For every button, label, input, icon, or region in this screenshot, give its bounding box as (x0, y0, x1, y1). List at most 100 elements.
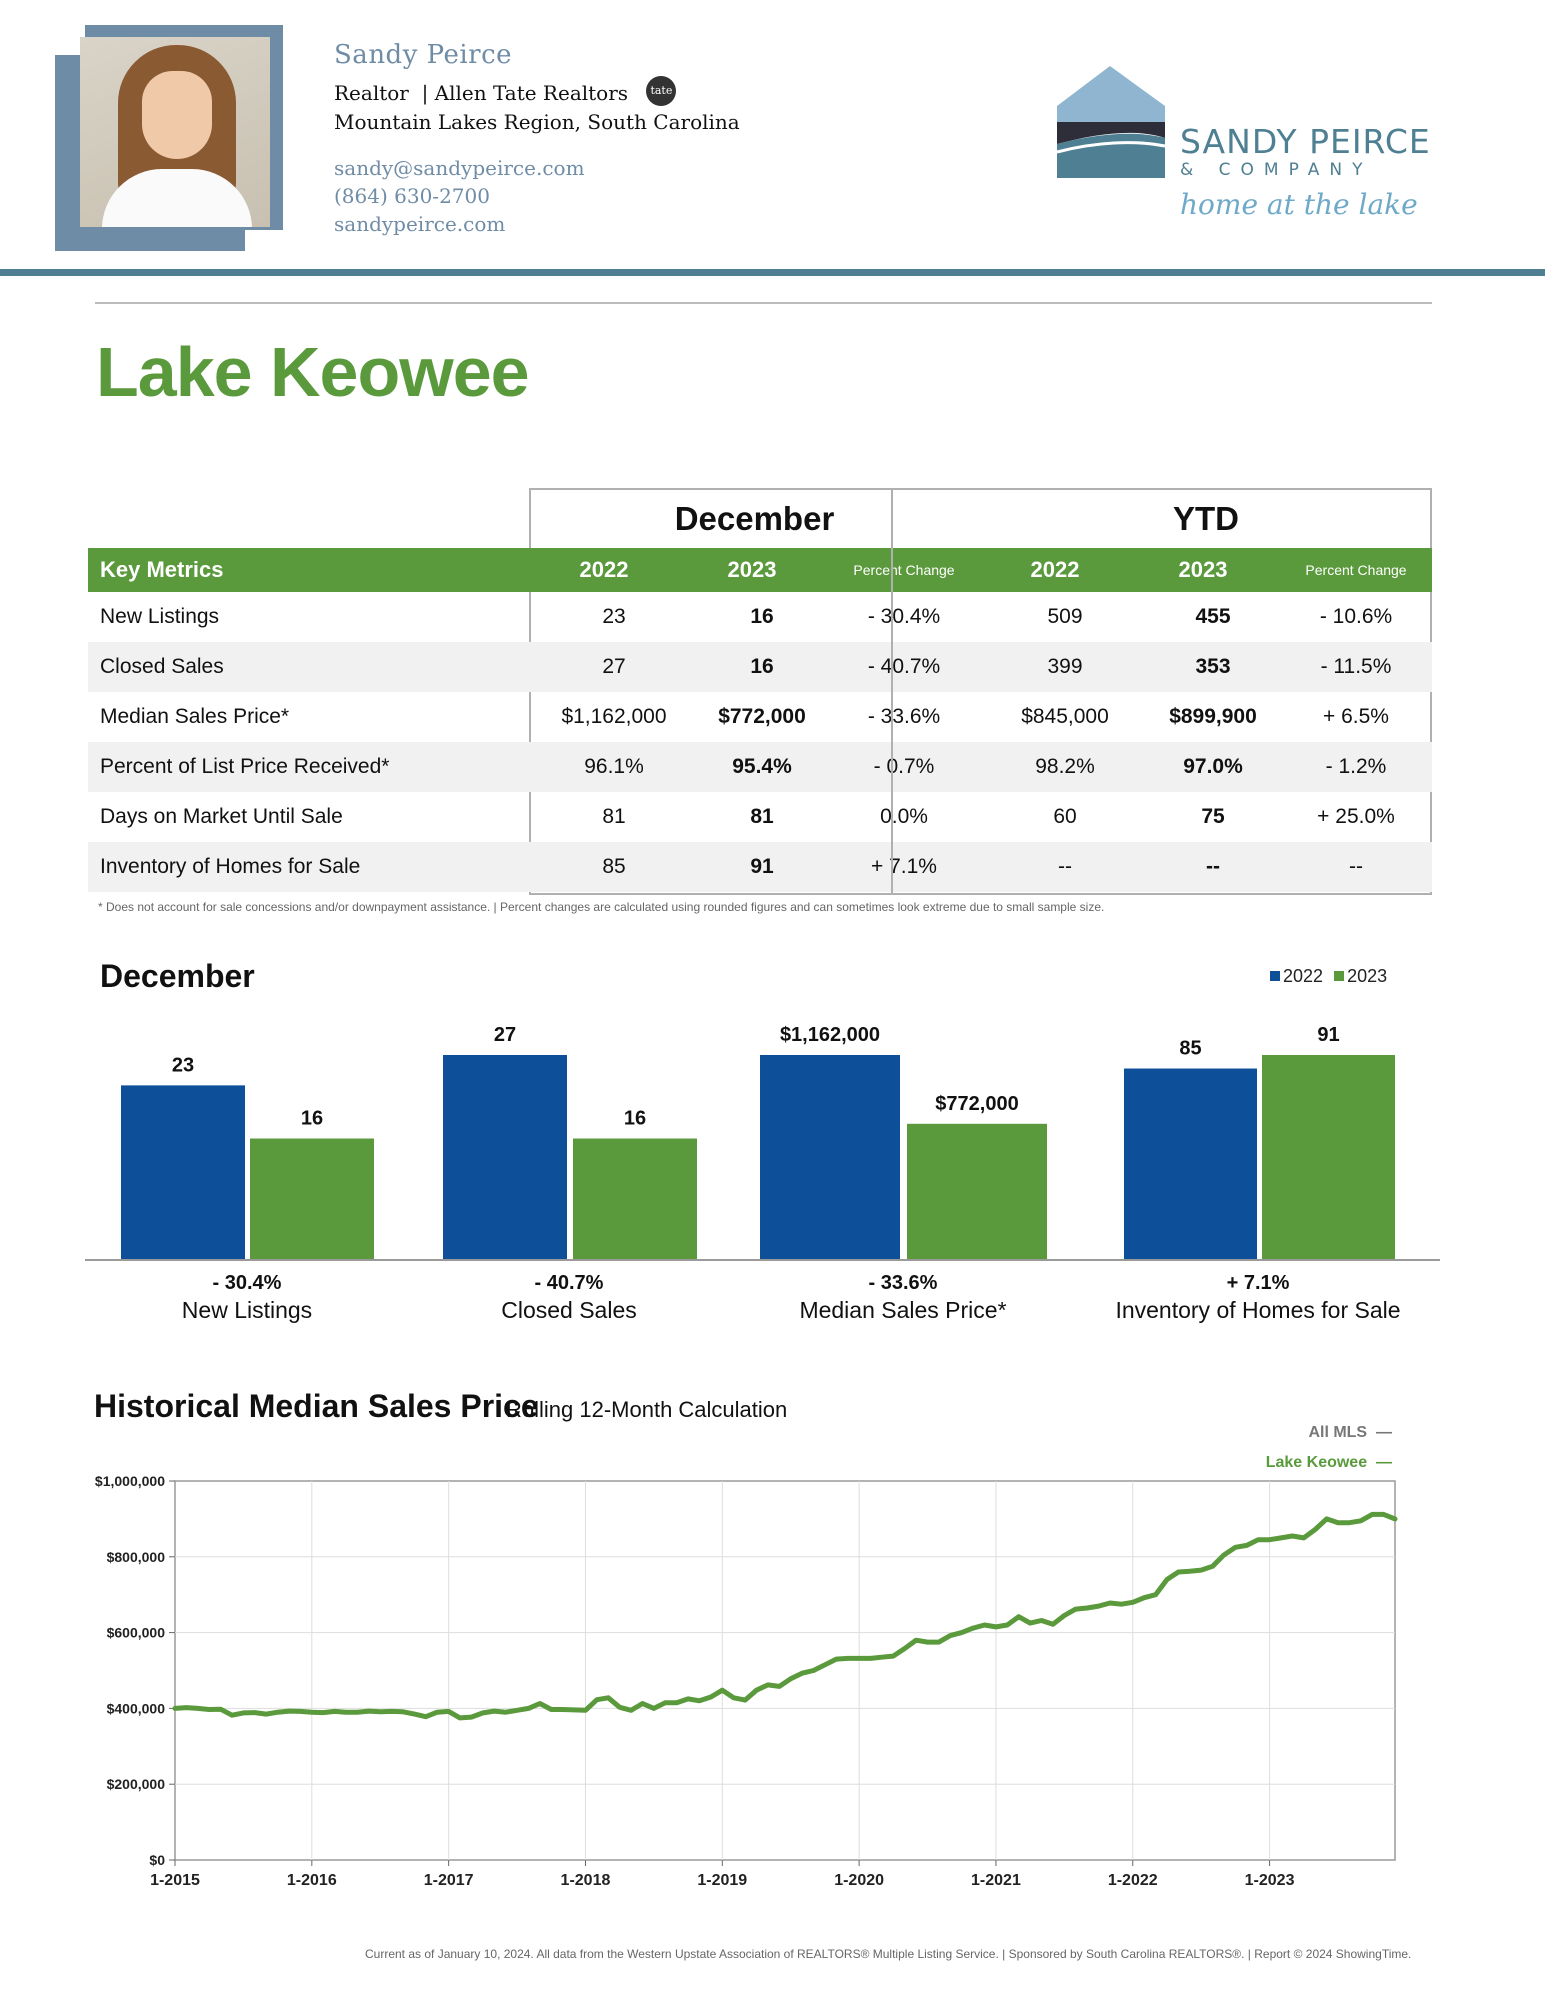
december-bar-chart: 23 16 27 16 $1,162,000 $772,000 85 91 (85, 1024, 1440, 1261)
metric-label: New Listings (100, 605, 220, 628)
month-pct-heading: Percent Change (853, 562, 955, 578)
historical-chart-title: Historical Median Sales Price (94, 1388, 539, 1424)
legend-label-2023: 2023 (1347, 966, 1388, 986)
bar-group-name: Closed Sales (501, 1297, 637, 1323)
cell: -- (1349, 855, 1363, 878)
table-header-row: Key Metrics 2022 2023 Percent Change 202… (88, 548, 1432, 592)
bar-group-change: + 7.1% (1226, 1272, 1290, 1294)
line-chart-frame (174, 1480, 1396, 1861)
metric-label: Closed Sales (100, 655, 224, 678)
cell: 81 (602, 805, 626, 828)
table-row: Median Sales Price* $1,162,000 $772,000 … (88, 692, 1432, 742)
cell: + 6.5% (1323, 705, 1389, 728)
bar-chart-title: December (100, 958, 255, 994)
period-ytd-header: YTD (1173, 500, 1239, 537)
cell: 75 (1201, 805, 1225, 828)
cell: 0.0% (880, 805, 928, 828)
cell: + 25.0% (1317, 805, 1395, 828)
cell: 60 (1053, 805, 1077, 828)
cell: - 40.7% (867, 655, 941, 678)
cell: 16 (750, 605, 774, 628)
table-row: Inventory of Homes for Sale 85 91 + 7.1%… (88, 842, 1432, 892)
cell: 81 (750, 805, 774, 828)
x-tick-label: 1-2018 (561, 1872, 611, 1889)
bar-value-label-2022: $1,162,000 (780, 1024, 880, 1046)
y-tick-label: $400,000 (107, 1700, 166, 1716)
header-divider (0, 269, 1545, 276)
allen-tate-logo: tate (646, 76, 677, 106)
logo-company-name: SANDY PEIRCE (1180, 122, 1431, 161)
y-tick-label: $600,000 (107, 1625, 166, 1641)
cell: 509 (1047, 605, 1083, 628)
bar-group-name: Median Sales Price* (799, 1297, 1007, 1323)
bar-2023 (573, 1138, 697, 1260)
bar-group-caption: - 30.4% New Listings (117, 1272, 377, 1324)
x-tick-label: 1-2020 (834, 1872, 884, 1889)
cell: 96.1% (584, 755, 644, 778)
cell: $1,162,000 (561, 705, 667, 728)
legend-all-mls-label: All MLS (1308, 1424, 1368, 1441)
x-tick-label: 1-2019 (697, 1872, 747, 1889)
legend-swatch-2023 (1334, 971, 1345, 981)
cell: $899,900 (1169, 705, 1257, 728)
bar-value-label-2022: 27 (494, 1024, 516, 1046)
bar-group-change: - 33.6% (868, 1272, 938, 1294)
cell: -- (1206, 855, 1220, 878)
logo-tagline: home at the lake (1180, 188, 1418, 221)
agent-firm: Allen Tate Realtors (434, 81, 629, 105)
agent-name: Sandy Peirce (334, 40, 513, 70)
legend-swatch-2022 (1270, 971, 1280, 981)
agent-phone-link[interactable]: (864) 630-2700 (334, 184, 490, 208)
bar-2022 (1124, 1068, 1257, 1260)
legend-lake-keowee: Lake Keowee — (1265, 1454, 1392, 1471)
bar-2023 (250, 1138, 374, 1260)
bar-group-caption: - 40.7% Closed Sales (439, 1272, 699, 1324)
month-2023-heading: 2023 (727, 557, 777, 582)
historical-chart-subtitle: Rolling 12-Month Calculation (506, 1397, 788, 1422)
bar-chart-legend: 2022 2023 (1270, 966, 1387, 987)
cell: 27 (602, 655, 626, 678)
cell: 85 (602, 855, 626, 878)
bar-2023 (1262, 1055, 1395, 1260)
cell: 399 (1047, 655, 1083, 678)
page-title: Lake Keowee (96, 333, 530, 411)
cell: 91 (750, 855, 774, 878)
metric-label: Inventory of Homes for Sale (100, 855, 361, 878)
logo-company-suffix: & COMPANY (1180, 160, 1373, 180)
x-tick-label: 1-2017 (424, 1872, 474, 1889)
cell: - 11.5% (1320, 655, 1392, 678)
bar-value-label-2023: 91 (1317, 1024, 1339, 1046)
cell: 98.2% (1035, 755, 1095, 778)
agent-website-link[interactable]: sandypeirce.com (334, 212, 506, 236)
agent-role: Realtor (334, 81, 409, 105)
x-tick-label: 1-2016 (287, 1872, 337, 1889)
cell: - 30.4% (867, 605, 941, 628)
metric-label: Percent of List Price Received* (100, 755, 390, 778)
x-tick-label: 1-2021 (971, 1872, 1021, 1889)
cell: 97.0% (1183, 755, 1243, 778)
key-metrics-heading: Key Metrics (100, 557, 224, 582)
table-row: Percent of List Price Received* 96.1% 95… (88, 742, 1432, 792)
cell: 455 (1195, 605, 1231, 628)
bar-2023 (907, 1123, 1047, 1260)
period-month-header: December (674, 500, 835, 537)
bar-value-label-2023: $772,000 (935, 1093, 1018, 1115)
agent-photo-frame (55, 25, 283, 253)
role-separator: | (415, 81, 435, 105)
series-line-lake-keowee (172, 1511, 1398, 1721)
bar-2022 (760, 1055, 900, 1260)
bar-group-change: - 40.7% (534, 1272, 604, 1294)
cell: -- (1058, 855, 1072, 878)
bar-group-caption: + 7.1% Inventory of Homes for Sale (1103, 1272, 1413, 1324)
historical-median-price-chart: 1-2015 1-2016 1-2017 1-2018 1-2019 1-2020 1-20… (95, 1473, 1398, 1889)
agent-email-link[interactable]: sandy@sandypeirce.com (334, 156, 585, 180)
bar-2022 (443, 1055, 567, 1260)
cell: - 10.6% (1319, 605, 1393, 628)
cell: 95.4% (732, 755, 792, 778)
agent-region: Mountain Lakes Region, South Carolina (334, 110, 740, 134)
cell: $845,000 (1021, 705, 1109, 728)
ytd-pct-heading: Percent Change (1305, 562, 1407, 578)
y-tick-label: $200,000 (107, 1776, 166, 1792)
bar-value-label-2023: 16 (301, 1108, 323, 1130)
legend-lake-keowee-label: Lake Keowee (1265, 1454, 1368, 1471)
